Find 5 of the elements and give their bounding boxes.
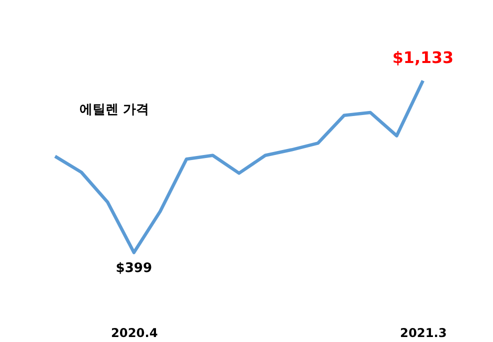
- x-tick-label: 2020.4: [110, 326, 158, 340]
- x-tick-label: 2021.3: [400, 326, 447, 340]
- text: 에틸렌 가격: [79, 102, 149, 118]
- data-label: $1,133: [392, 48, 454, 67]
- data-label: $399: [116, 261, 152, 276]
